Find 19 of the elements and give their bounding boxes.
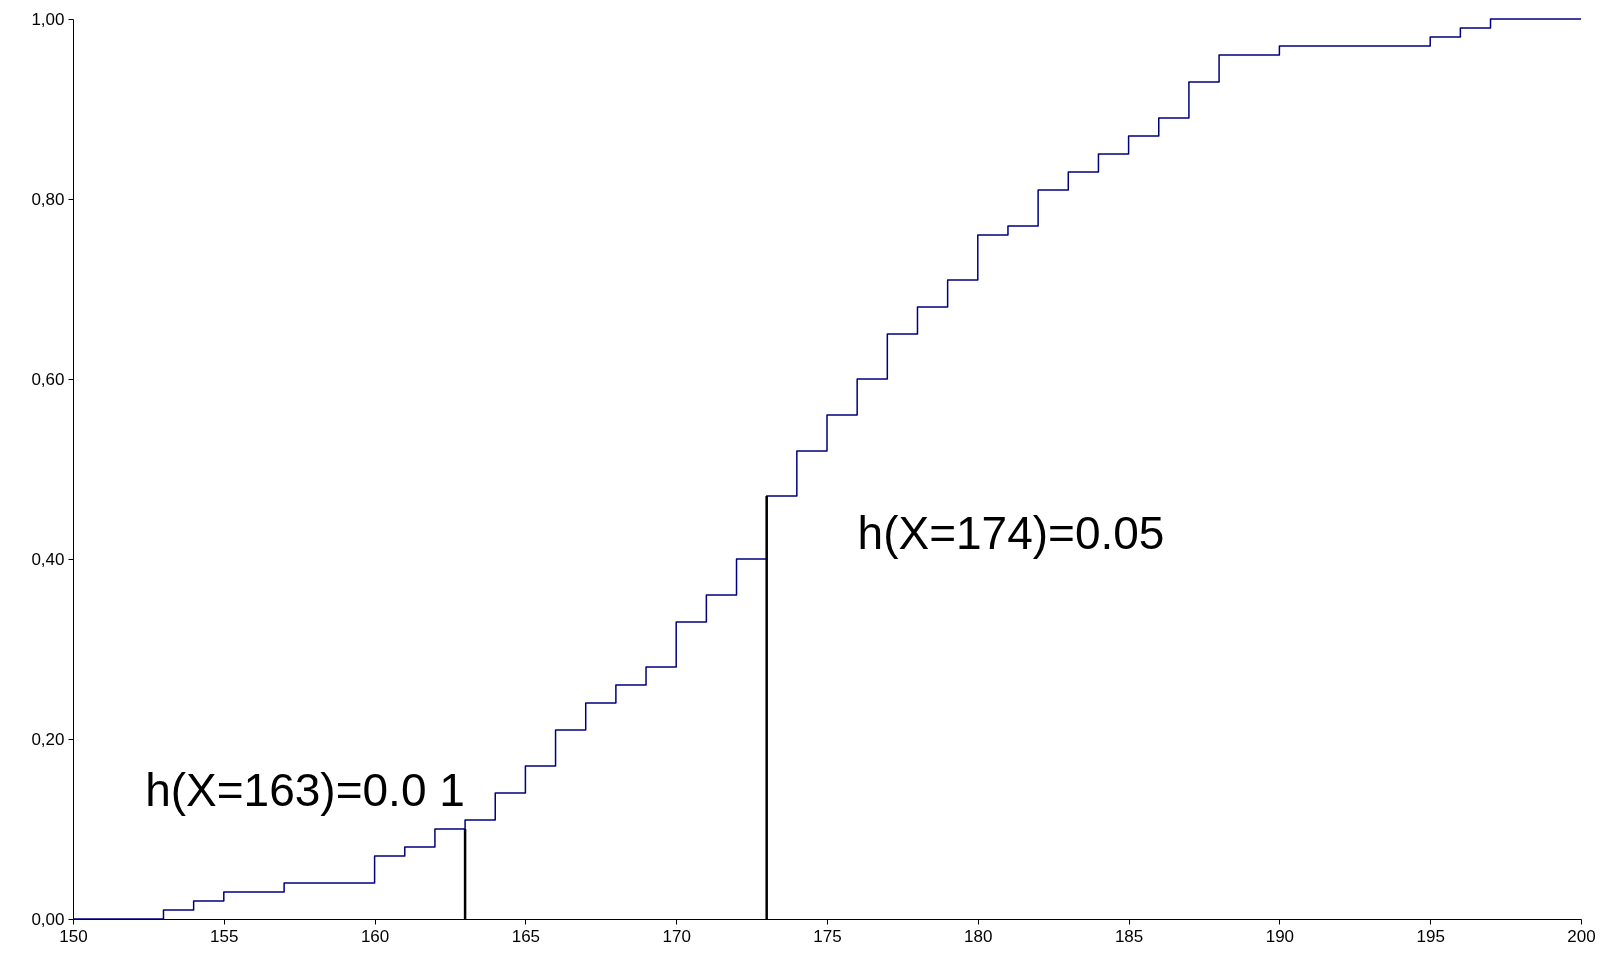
y-tick-label: 1,00 <box>31 9 65 29</box>
x-tick-label: 190 <box>1265 926 1295 946</box>
x-tick-label: 170 <box>662 926 691 946</box>
y-tick-label: 0,00 <box>31 909 65 929</box>
x-tick-label: 200 <box>1567 926 1596 946</box>
y-tick-label: 0,40 <box>31 549 65 569</box>
x-tick-label: 155 <box>210 926 239 946</box>
x-tick-label: 185 <box>1114 926 1144 946</box>
x-tick-label: 150 <box>59 926 88 946</box>
y-tick-label: 0,80 <box>31 189 65 209</box>
x-tick-label: 180 <box>964 926 993 946</box>
x-tick-label: 160 <box>360 926 390 946</box>
annotation: h(X=163)=0.0 1 <box>145 764 465 816</box>
y-tick-label: 0,20 <box>31 729 65 749</box>
y-tick-label: 0,60 <box>31 369 65 389</box>
annotation: h(X=174)=0.05 <box>857 507 1165 559</box>
x-tick-label: 165 <box>511 926 541 946</box>
x-tick-label: 175 <box>813 926 842 946</box>
x-tick-label: 195 <box>1416 926 1445 946</box>
